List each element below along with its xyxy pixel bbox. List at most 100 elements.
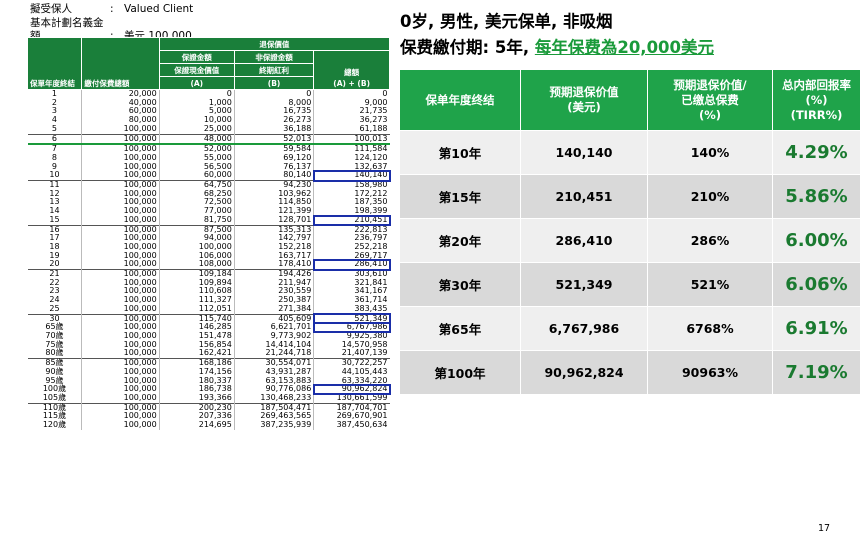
summary-cell-year: 第15年 bbox=[399, 174, 521, 219]
cell-premium: 100,000 bbox=[81, 304, 160, 315]
cell-total: 90,962,824 bbox=[312, 384, 391, 395]
cell-premium: 100,000 bbox=[81, 198, 160, 208]
cell-bonus: 9,773,902 bbox=[233, 331, 314, 341]
cell-guaranteed: 156,854 bbox=[158, 340, 235, 350]
cell-bonus: 187,504,471 bbox=[233, 402, 314, 413]
cell-year: 85歲 bbox=[27, 358, 82, 368]
cell-year: 14 bbox=[49, 206, 60, 216]
summary-cell-tirr: 6.06% bbox=[772, 262, 861, 307]
table-row: 15 100,000 81,750 128,701 210,451 bbox=[28, 214, 391, 227]
cell-year: 17 bbox=[49, 233, 60, 243]
cell-bonus: 152,218 bbox=[233, 242, 314, 252]
cell-guaranteed: 110,608 bbox=[158, 287, 235, 297]
cell-total: 252,218 bbox=[313, 242, 390, 252]
summary-header-tirr-text: 总内部回报率(%) (TIRR%) bbox=[782, 77, 851, 122]
cell-guaranteed: 72,500 bbox=[158, 198, 235, 208]
cell-total: 269,670,901 bbox=[313, 412, 390, 422]
cell-guaranteed: 106,000 bbox=[158, 251, 235, 261]
table-row: 21 100,000 109,184 194,426 303,610 bbox=[27, 269, 390, 279]
info-label: 擬受保人 bbox=[30, 3, 72, 15]
table-row: 100歲 100,000 186,738 90,776,086 90,962,824 bbox=[28, 384, 391, 395]
cell-guaranteed: 168,186 bbox=[158, 358, 235, 368]
table-row: 14 100,000 77,000 121,399 198,399 bbox=[28, 206, 390, 216]
cell-guaranteed: 180,337 bbox=[158, 376, 235, 386]
cell-premium: 100,000 bbox=[81, 393, 160, 404]
col-header-total-name: 總額 bbox=[344, 68, 360, 77]
table-row: 20 100,000 108,000 178,410 286,410 bbox=[28, 259, 391, 271]
scenario-title: 0岁, 男性, 美元保单, 非吸烟 bbox=[400, 12, 613, 31]
cell-total: 187,704,701 bbox=[313, 402, 390, 413]
cell-guaranteed: 55,000 bbox=[158, 153, 235, 163]
cell-total: 321,841 bbox=[313, 278, 390, 288]
cell-premium: 100,000 bbox=[81, 412, 160, 422]
header-surrender-value: 退保價值 bbox=[158, 37, 391, 51]
cell-premium: 100,000 bbox=[81, 358, 160, 368]
cell-bonus: 0 bbox=[233, 89, 314, 99]
premium-title-highlight: 每年保费為20,000美元 bbox=[534, 38, 715, 57]
summary-cell-value: 140,140 bbox=[520, 130, 648, 175]
table-row: 17 100,000 94,000 142,797 236,797 bbox=[28, 234, 390, 243]
cell-total: 44,105,443 bbox=[313, 367, 390, 377]
cell-guaranteed: 1,000 bbox=[158, 98, 235, 108]
premium-title: 保费繳付期: 5年, 每年保费為20,000美元 bbox=[400, 34, 714, 58]
cell-guaranteed: 174,156 bbox=[158, 367, 235, 377]
cell-year: 19 bbox=[49, 250, 60, 260]
cell-bonus: 250,387 bbox=[233, 295, 314, 305]
cell-guaranteed: 108,000 bbox=[158, 259, 235, 270]
cell-premium: 100,000 bbox=[81, 153, 160, 163]
cell-year: 7 bbox=[27, 143, 82, 154]
cell-bonus: 387,235,939 bbox=[233, 420, 314, 430]
cell-year: 5 bbox=[51, 123, 57, 133]
cell-bonus: 94,230 bbox=[233, 180, 314, 190]
summary-cell-ratio: 6768% bbox=[647, 306, 773, 351]
cell-bonus: 69,120 bbox=[233, 153, 314, 163]
cell-premium: 100,000 bbox=[81, 384, 160, 394]
cell-bonus: 63,153,883 bbox=[233, 376, 314, 386]
cell-total: 172,212 bbox=[313, 189, 390, 199]
header-non-guaranteed: 非保證金額 bbox=[233, 50, 315, 64]
cell-guaranteed: 64,750 bbox=[158, 180, 235, 190]
cell-guaranteed: 52,000 bbox=[158, 143, 235, 154]
cell-bonus: 52,013 bbox=[233, 133, 314, 145]
table-row: 13 100,000 72,500 114,850 187,350 bbox=[28, 198, 390, 208]
cell-year: 120歲 bbox=[42, 420, 67, 430]
sum-assured-row: 基本計劃名義金額: 美元 100,000 bbox=[30, 17, 192, 43]
summary-row: 第15年 210,451 210% 5.86% bbox=[399, 174, 861, 219]
table-row: 8 100,000 55,000 69,120 124,120 bbox=[28, 153, 390, 163]
table-row: 16 100,000 87,500 135,313 222,813 bbox=[27, 224, 390, 235]
cell-year: 16 bbox=[27, 224, 82, 235]
cell-total: 21,735 bbox=[313, 107, 390, 117]
cell-premium: 100,000 bbox=[81, 269, 160, 279]
cell-total: 383,435 bbox=[313, 304, 390, 315]
cell-year: 10 bbox=[49, 170, 60, 180]
cell-premium: 100,000 bbox=[81, 143, 160, 154]
cell-guaranteed: 207,336 bbox=[158, 412, 235, 422]
table-row: 11 100,000 64,750 94,230 158,980 bbox=[27, 180, 390, 190]
cell-guaranteed: 60,000 bbox=[158, 170, 235, 181]
summary-cell-year: 第100年 bbox=[399, 350, 521, 395]
cell-guaranteed: 77,000 bbox=[158, 206, 235, 216]
cell-premium: 100,000 bbox=[81, 180, 160, 190]
cell-guaranteed: 214,695 bbox=[158, 420, 235, 430]
summary-cell-value: 210,451 bbox=[520, 174, 648, 219]
table-row: 23 100,000 110,608 230,559 341,167 bbox=[28, 287, 390, 297]
cell-year: 21 bbox=[27, 269, 82, 279]
col-header-total-letter: (A) + (B) bbox=[333, 79, 371, 88]
col-header-total: 總額 (A) + (B) bbox=[313, 50, 390, 90]
table-row: 70歲 100,000 151,478 9,773,902 9,925,380 bbox=[28, 331, 390, 341]
summary-row: 第65年 6,767,986 6768% 6.91% bbox=[399, 306, 861, 351]
summary-rows: 第10年 140,140 140% 4.29% 第15年 210,451 210% 5.86%… bbox=[399, 130, 861, 395]
cell-guaranteed: 56,500 bbox=[158, 162, 235, 172]
cell-premium: 100,000 bbox=[81, 331, 160, 341]
cell-total: 303,610 bbox=[313, 269, 390, 279]
cell-bonus: 130,468,233 bbox=[233, 393, 314, 404]
cell-guaranteed: 186,738 bbox=[158, 384, 235, 394]
cell-year: 12 bbox=[49, 188, 60, 198]
col-header-a: (A) bbox=[158, 76, 235, 90]
cell-bonus: 43,931,287 bbox=[233, 367, 314, 377]
summary-row: 第20年 286,410 286% 6.00% bbox=[399, 218, 861, 263]
cell-guaranteed: 146,285 bbox=[158, 323, 235, 332]
col-header-year: 保單年度終結 bbox=[26, 37, 83, 90]
summary-cell-ratio: 286% bbox=[647, 218, 773, 263]
cell-guaranteed: 94,000 bbox=[158, 234, 235, 243]
